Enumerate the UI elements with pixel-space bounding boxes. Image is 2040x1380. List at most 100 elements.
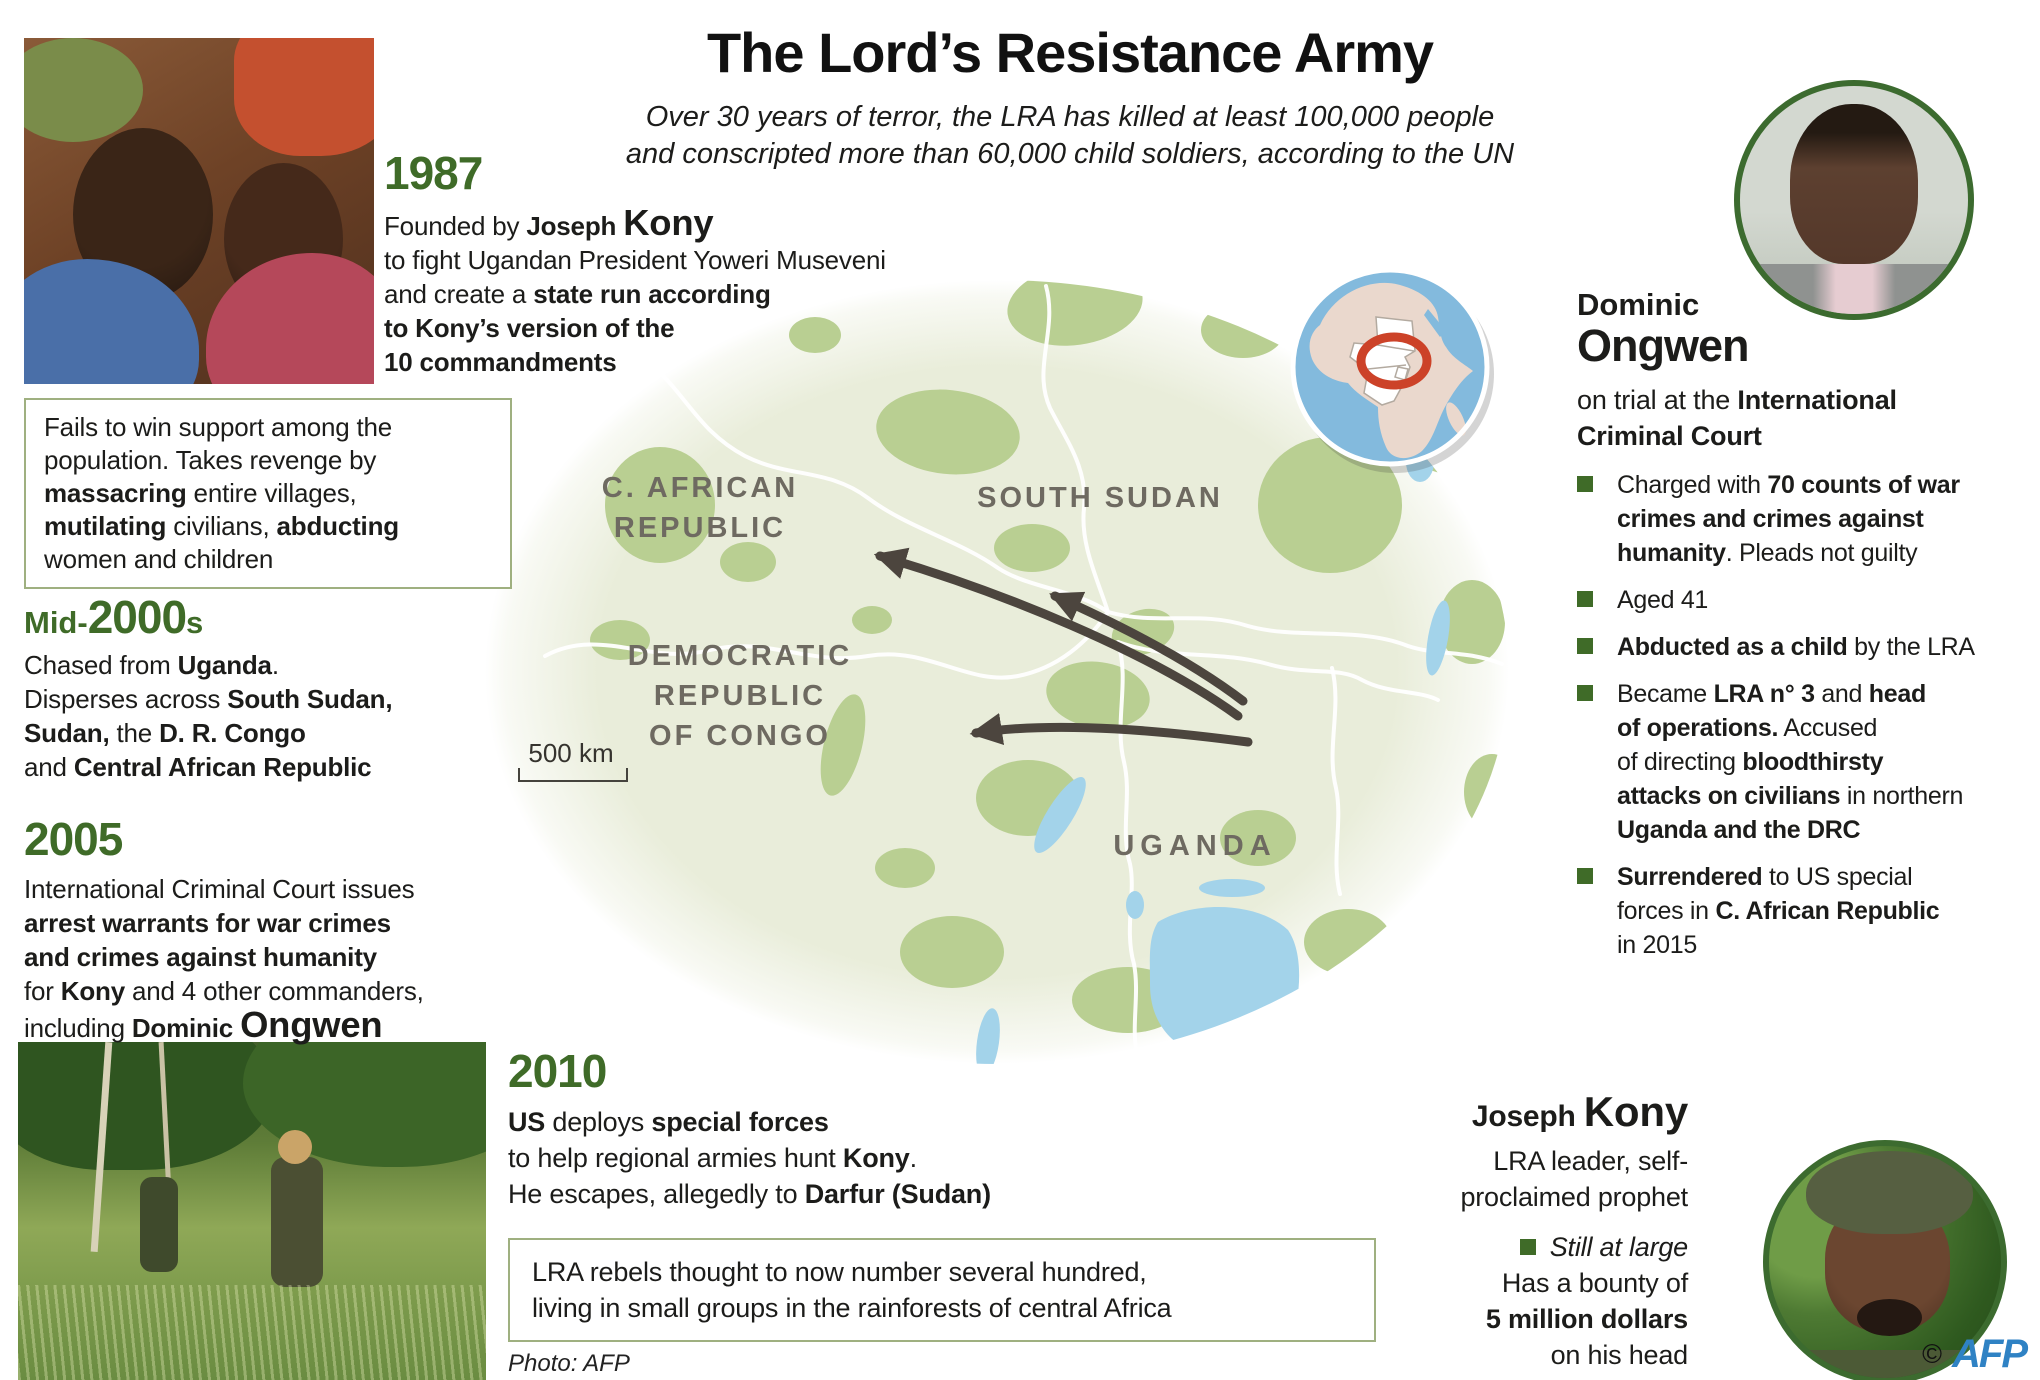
scale-label: 500 km (528, 738, 614, 768)
map-label-drc: DEMOCRATIC REPUBLIC OF CONGO (590, 636, 890, 756)
text-line: SOUTH SUDAN (977, 482, 1223, 514)
bullet-text: Abducted as a child by the LRA (1617, 630, 2040, 664)
section-mid2000s: Mid-2000s Chased from Uganda. Disperses a… (24, 590, 393, 784)
ongwen-first-name: Dominic (1577, 287, 1700, 322)
photo-detail (1790, 104, 1918, 264)
photo-detail (1857, 1299, 1923, 1337)
text-line: women and children (44, 544, 274, 574)
page-title: The Lord’s Resistance Army (706, 21, 1434, 84)
photo-dominic-ongwen (1734, 80, 1974, 320)
map-label-south-sudan: SOUTH SUDAN (950, 478, 1250, 518)
afp-logo: © AFP (1922, 1332, 2028, 1377)
ongwen-last-name: Ongwen (1577, 320, 1749, 371)
text-line: Chased from Uganda. (24, 650, 279, 680)
map-label-car: C. AFRICAN REPUBLIC (555, 468, 845, 548)
photo-detail (1792, 1350, 1978, 1378)
kony-status: Still at large (1258, 1229, 1688, 1265)
text-rebels: LRA rebels thought to now number several… (532, 1254, 1352, 1326)
callout-box-revenge: Fails to win support among the population… (24, 398, 512, 589)
text-line: Surrendered to US special (1617, 863, 1913, 891)
list-item: Abducted as a child by the LRA (1577, 630, 2040, 664)
text-line: REPUBLIC (653, 680, 827, 712)
list-item: Surrendered to US special forces in C. Af… (1577, 860, 2040, 962)
photo-detail (1740, 263, 1968, 314)
list-item: Charged with 70 counts of war crimes and … (1577, 468, 2040, 570)
text-line: He escapes, allegedly to Darfur (Sudan) (508, 1179, 991, 1209)
kony-bounty: Has a bounty of 5 million dollars on his h… (1258, 1265, 1688, 1373)
header: The Lord’s Resistance Army Over 30 years… (430, 20, 1710, 173)
photo-detail (18, 1285, 486, 1380)
text-line: on trial at the International (1577, 385, 1897, 415)
text-line: Has a bounty of (1501, 1268, 1688, 1298)
text-line: Disperses across South Sudan, (24, 684, 393, 714)
text-line: Still at large (1549, 1232, 1688, 1262)
list-item: Became LRA n° 3 and head of operations. A… (1577, 677, 2040, 847)
text-line: including Dominic Ongwen (24, 1004, 383, 1045)
photo-detail (270, 1156, 323, 1287)
year-big: 2000 (87, 591, 187, 643)
text-line: Charged with 70 counts of war (1617, 471, 1960, 499)
bullet-text: Charged with 70 counts of war crimes and … (1617, 468, 2040, 570)
page-subtitle: Over 30 years of terror, the LRA has kil… (430, 99, 1710, 173)
text-line: Abducted as a child by the LRA (1617, 633, 1975, 661)
text-1987: Founded by Joseph Kony to fight Ugandan P… (384, 204, 886, 379)
ongwen-bullet-list: Charged with 70 counts of war crimes and … (1577, 468, 2040, 975)
text-line: US deploys special forces (508, 1107, 829, 1137)
text-line: massacring entire villages, (44, 478, 357, 508)
text-line: C. AFRICAN (601, 472, 799, 504)
section-2010: 2010 US deploys special forces to help re… (508, 1044, 991, 1212)
text-line: 10 commandments (384, 347, 617, 377)
photo-detail (24, 38, 143, 142)
kony-status-text: Still at large (1550, 1229, 1688, 1265)
bullet-square-icon (1577, 591, 1593, 607)
bullet-text: Aged 41 (1617, 583, 2040, 617)
kony-role: LRA leader, self-proclaimed prophet (1258, 1143, 1688, 1215)
text-line: in 2015 (1617, 931, 1697, 959)
text-line: International Criminal Court issues (24, 874, 415, 904)
text-line: Over 30 years of terror, the LRA has kil… (645, 101, 1495, 133)
text-line: 5 million dollars (1485, 1304, 1688, 1334)
text-revenge: Fails to win support among the population… (44, 411, 492, 576)
dispersal-arrows (873, 547, 1253, 747)
photo-detail (18, 1042, 276, 1171)
text-line: Joseph Kony (1471, 1088, 1688, 1135)
text-line: forces in C. African Republic (1617, 897, 1940, 925)
section-2005: 2005 International Criminal Court issues… (24, 812, 424, 1045)
text-2005: International Criminal Court issues arres… (24, 872, 424, 1045)
text-line: of directing bloodthirsty (1617, 748, 1884, 776)
text-line: for Kony and 4 other commanders, (24, 976, 424, 1006)
text-line: Fails to win support among the (44, 412, 393, 442)
photo-detail (234, 38, 374, 156)
text-line: Sudan, the D. R. Congo (24, 718, 306, 748)
kony-block: Joseph Kony LRA leader, self-proclaimed … (1258, 1086, 1688, 1373)
bullet-square-icon (1577, 638, 1593, 654)
africa-locator-inset (1290, 267, 1494, 473)
ongwen-name: Dominic Ongwen (1577, 288, 1749, 370)
text-line: of operations. Accused (1617, 714, 1878, 742)
list-item: Aged 41 (1577, 583, 2040, 617)
text-2010: US deploys special forces to help regiona… (508, 1104, 991, 1212)
afp-brand-icon: AFP (1952, 1332, 2028, 1376)
text-line: UGANDA (1113, 830, 1277, 862)
text-line: Criminal Court (1577, 421, 1762, 451)
text-line: to help regional armies hunt Kony. (508, 1143, 917, 1173)
text-line: arrest warrants for war crimes (24, 908, 391, 938)
bullet-square-icon (1577, 868, 1593, 884)
photo-credit: Photo: AFP (508, 1350, 630, 1377)
photo-joseph-kony (1763, 1140, 2007, 1380)
text-line: Became LRA n° 3 and head (1617, 680, 1926, 708)
copyright-symbol: © (1922, 1339, 1942, 1369)
map-label-uganda: UGANDA (1100, 826, 1290, 866)
year-2010: 2010 (508, 1045, 607, 1097)
year-mid2000s: Mid-2000s (24, 590, 392, 644)
country-borders (543, 284, 1504, 1060)
ongwen-role: on trial at the International Criminal Co… (1577, 382, 1897, 454)
year-prefix: Mid- (24, 605, 88, 640)
text-line: crimes and crimes against (1617, 505, 1924, 533)
text-line: Uganda and the DRC (1617, 816, 1861, 844)
text-line: to fight Ugandan President Yoweri Museve… (384, 245, 886, 275)
text-line: and create a state run according (384, 279, 771, 309)
text-line: attacks on civilians in northern (1617, 782, 1964, 810)
